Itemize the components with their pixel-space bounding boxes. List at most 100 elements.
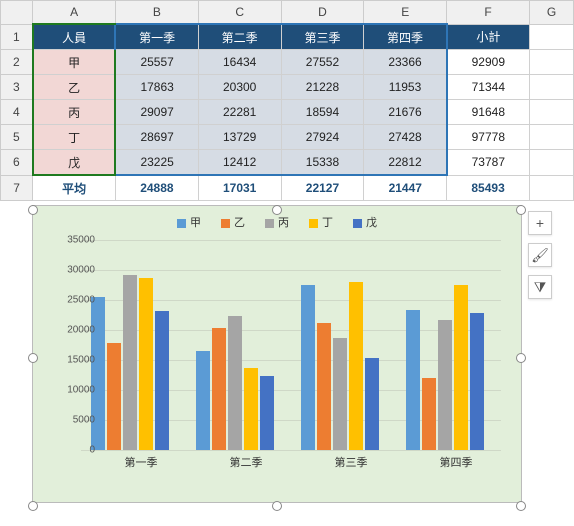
col-G[interactable]: G	[529, 1, 573, 25]
chart-bar[interactable]	[301, 285, 315, 450]
cell[interactable]: 27552	[281, 50, 364, 75]
row-7[interactable]: 7	[1, 175, 33, 201]
select-all-corner[interactable]	[1, 1, 33, 25]
cell[interactable]: 27428	[364, 125, 447, 150]
chart-bar[interactable]	[123, 275, 137, 450]
cell[interactable]: 21228	[281, 75, 364, 100]
cell[interactable]: 22812	[364, 150, 447, 176]
cell[interactable]: 人員	[33, 24, 116, 50]
chart-resize-handle[interactable]	[516, 353, 526, 363]
row-2[interactable]: 2	[1, 50, 33, 75]
chart-bar[interactable]	[454, 285, 468, 450]
cell[interactable]: 17031	[198, 175, 281, 201]
row-4[interactable]: 4	[1, 100, 33, 125]
chart-bar[interactable]	[422, 378, 436, 450]
chart-bar[interactable]	[406, 310, 420, 450]
cell[interactable]: 27924	[281, 125, 364, 150]
legend-item[interactable]: 戊	[353, 214, 377, 230]
cell[interactable]	[529, 175, 573, 201]
cell[interactable]: 第四季	[364, 24, 447, 50]
chart-bar[interactable]	[91, 297, 105, 450]
spreadsheet-grid[interactable]: A B C D E F G 1人員第一季第二季第三季第四季小計 2甲2555716…	[0, 0, 574, 201]
col-F[interactable]: F	[447, 1, 530, 25]
cell[interactable]: 小計	[447, 24, 530, 50]
chart-resize-handle[interactable]	[272, 205, 282, 215]
cell[interactable]: 乙	[33, 75, 116, 100]
chart-resize-handle[interactable]	[516, 205, 526, 215]
chart-bar[interactable]	[260, 376, 274, 450]
chart-resize-handle[interactable]	[516, 501, 526, 511]
col-A[interactable]: A	[33, 1, 116, 25]
cell[interactable]: 丁	[33, 125, 116, 150]
cell[interactable]: 22127	[281, 175, 364, 201]
chart-bar[interactable]	[196, 351, 210, 450]
chart-bar[interactable]	[349, 282, 363, 450]
chart-resize-handle[interactable]	[28, 205, 38, 215]
cell[interactable]: 29097	[115, 100, 198, 125]
cell[interactable]	[529, 75, 573, 100]
cell[interactable]: 21447	[364, 175, 447, 201]
cell[interactable]: 24888	[115, 175, 198, 201]
row-6[interactable]: 6	[1, 150, 33, 176]
cell[interactable]: 25557	[115, 50, 198, 75]
cell[interactable]: 第三季	[281, 24, 364, 50]
chart-filter-button[interactable]: ⧩	[528, 275, 552, 299]
legend-item[interactable]: 乙	[221, 214, 245, 230]
cell[interactable]: 丙	[33, 100, 116, 125]
chart-add-element-button[interactable]: +	[528, 211, 552, 235]
embedded-chart[interactable]: 甲乙丙丁戊 0500010000150002000025000300003500…	[32, 205, 522, 503]
chart-resize-handle[interactable]	[28, 353, 38, 363]
cell[interactable]: 22281	[198, 100, 281, 125]
row-5[interactable]: 5	[1, 125, 33, 150]
cell[interactable]: 91648	[447, 100, 530, 125]
cell[interactable]: 第二季	[198, 24, 281, 50]
cell[interactable]: 20300	[198, 75, 281, 100]
cell[interactable]: 12412	[198, 150, 281, 176]
legend-item[interactable]: 丙	[265, 214, 289, 230]
chart-bar[interactable]	[470, 313, 484, 450]
cell[interactable]: 23225	[115, 150, 198, 176]
col-D[interactable]: D	[281, 1, 364, 25]
chart-bar[interactable]	[155, 311, 169, 450]
chart-bar[interactable]	[317, 323, 331, 450]
chart-bar[interactable]	[107, 343, 121, 450]
cell[interactable]	[529, 125, 573, 150]
cell[interactable]	[529, 150, 573, 176]
chart-bar[interactable]	[365, 358, 379, 450]
cell[interactable]: 21676	[364, 100, 447, 125]
cell[interactable]: 85493	[447, 175, 530, 201]
cell[interactable]: 97778	[447, 125, 530, 150]
legend-item[interactable]: 丁	[309, 214, 333, 230]
cell[interactable]: 第一季	[115, 24, 198, 50]
legend-item[interactable]: 甲	[177, 214, 201, 230]
cell[interactable]: 18594	[281, 100, 364, 125]
chart-styles-button[interactable]: 🖌	[528, 243, 552, 267]
cell[interactable]: 17863	[115, 75, 198, 100]
chart-resize-handle[interactable]	[272, 501, 282, 511]
cell[interactable]: 平均	[33, 175, 116, 201]
cell[interactable]	[529, 100, 573, 125]
cell[interactable]: 28697	[115, 125, 198, 150]
chart-bar[interactable]	[333, 338, 347, 450]
row-1[interactable]: 1	[1, 24, 33, 50]
cell[interactable]: 15338	[281, 150, 364, 176]
cell[interactable]: 甲	[33, 50, 116, 75]
row-3[interactable]: 3	[1, 75, 33, 100]
chart-bar[interactable]	[244, 368, 258, 450]
chart-resize-handle[interactable]	[28, 501, 38, 511]
col-B[interactable]: B	[115, 1, 198, 25]
cell[interactable]: 73787	[447, 150, 530, 176]
cell[interactable]: 16434	[198, 50, 281, 75]
cell[interactable]	[529, 24, 573, 50]
chart-bar[interactable]	[438, 320, 452, 450]
col-C[interactable]: C	[198, 1, 281, 25]
chart-bar[interactable]	[228, 316, 242, 450]
cell[interactable]: 71344	[447, 75, 530, 100]
cell[interactable]: 戊	[33, 150, 116, 176]
cell[interactable]	[529, 50, 573, 75]
chart-bar[interactable]	[212, 328, 226, 450]
chart-bar[interactable]	[139, 278, 153, 450]
cell[interactable]: 92909	[447, 50, 530, 75]
cell[interactable]: 13729	[198, 125, 281, 150]
col-E[interactable]: E	[364, 1, 447, 25]
